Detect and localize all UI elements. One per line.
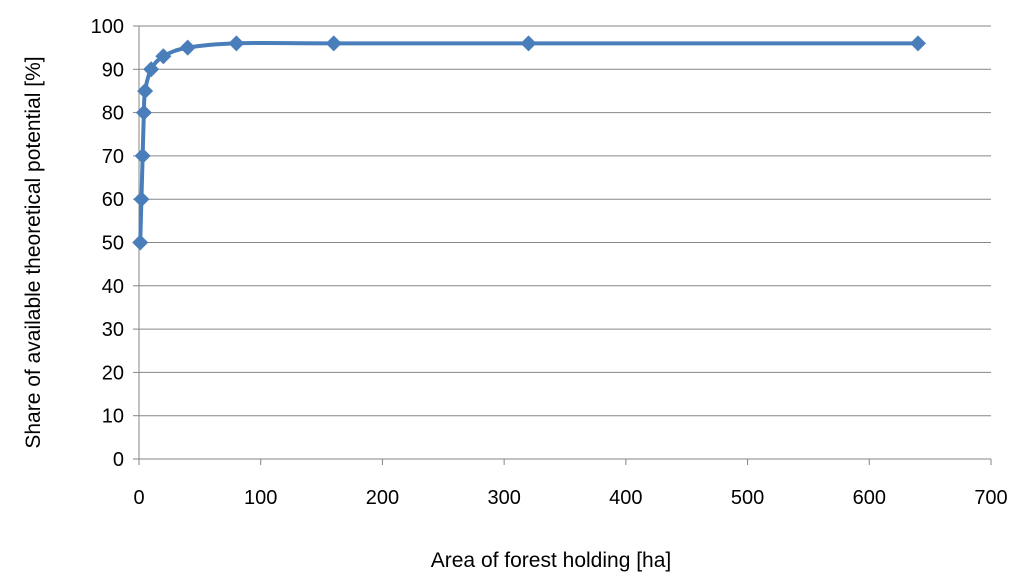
y-tick-label: 30 [102,319,124,341]
data-point-marker [520,35,537,52]
x-tick-label: 100 [244,487,277,509]
data-point-marker [228,35,245,52]
x-tick-label: 500 [731,487,764,509]
x-axis-title: Area of forest holding [ha] [431,549,672,572]
data-point-marker [135,104,152,121]
data-point-marker [155,48,172,65]
y-axis-title: Share of available theoretical potential… [22,56,45,448]
y-tick-label: 10 [102,406,124,428]
gridlines [139,25,991,417]
series-group [132,35,926,251]
y-tick-label: 20 [102,362,124,384]
data-point-marker [132,234,149,251]
x-tick-label: 200 [366,487,399,509]
data-point-marker [909,35,926,52]
data-point-marker [133,191,150,208]
x-tick-label: 700 [974,487,1007,509]
x-tick-label: 0 [133,487,144,509]
axes [133,25,992,465]
y-tick-label: 70 [102,146,124,168]
data-point-marker [179,39,196,56]
data-point-marker [325,35,342,52]
x-tick-label: 400 [609,487,642,509]
data-point-marker [137,82,154,99]
y-tick-label: 80 [102,103,124,125]
y-tick-label: 50 [102,233,124,255]
y-tick-label: 90 [102,59,124,81]
data-point-marker [143,61,160,78]
x-tick-label: 600 [853,487,886,509]
x-tick-label: 300 [487,487,520,509]
series-line [138,41,918,243]
data-point-marker [134,147,151,164]
y-tick-label: 0 [113,449,124,471]
y-tick-label: 40 [102,276,124,298]
y-tick-label: 60 [102,189,124,211]
tick-labels: 0 10 20 30 40 50 60 70 80 90 100 0 100 200 300 400 500 60… [91,16,1008,509]
y-tick-label: 100 [91,16,124,38]
